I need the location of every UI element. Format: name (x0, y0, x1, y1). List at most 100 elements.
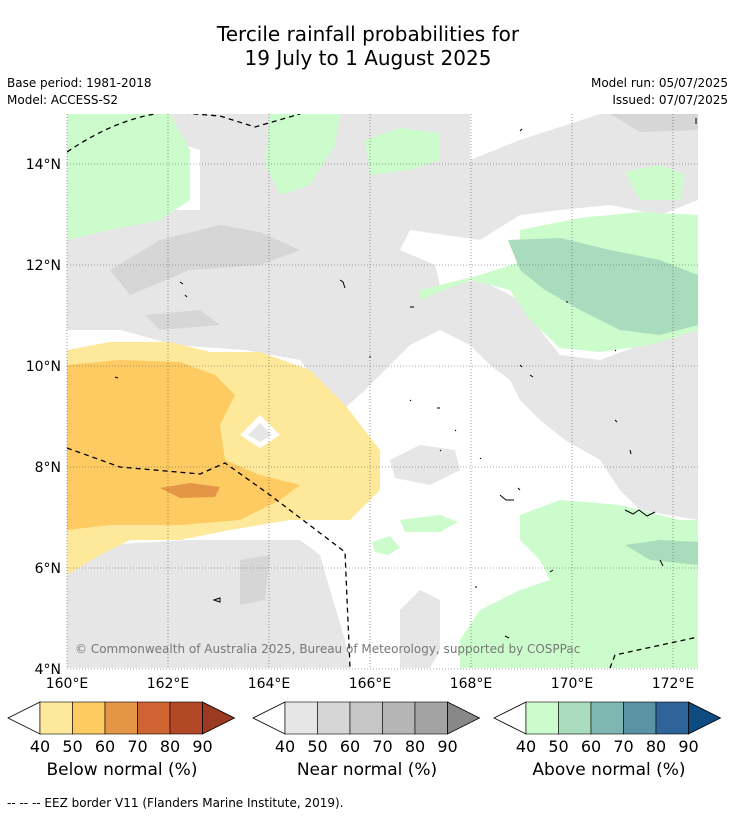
colorbar-segment (104, 701, 138, 735)
above-normal-region-n (265, 114, 340, 195)
gridlines (66, 114, 698, 670)
above-normal-region-n2 (365, 128, 440, 175)
lat-label: 10°N (26, 359, 61, 375)
model-name: Model: ACCESS-S2 (7, 93, 119, 107)
model-run: Model run: 05/07/2025 (590, 76, 728, 90)
colorbar-1: 40 50 60 70 80 90 (252, 701, 481, 756)
lat-label: 12°N (26, 258, 61, 274)
colorbar-extend-high (447, 701, 481, 735)
colorbar-extend-high (202, 701, 236, 735)
lat-label: 8°N (35, 460, 61, 476)
base-period: Base period: 1981-2018 (7, 76, 152, 90)
colorbar-extend-low (493, 701, 527, 735)
colorbar-tick: 60 (581, 737, 601, 756)
colorbar-segment (525, 701, 559, 735)
lon-label: 168°E (450, 676, 493, 692)
above-normal-small-2 (372, 536, 400, 555)
lon-label: 160°E (46, 676, 89, 692)
colorbar-tick: 70 (372, 737, 392, 756)
lon-label: 166°E (349, 676, 392, 692)
colorbar-segment (39, 701, 73, 735)
near-normal-region-south-2 (400, 590, 440, 668)
colorbar-tick: 90 (678, 737, 698, 756)
meta-right: Model run: 05/07/2025 Issued: 07/07/2025 (591, 75, 728, 109)
colorbar-segment (137, 701, 171, 735)
above-normal-small-1 (400, 515, 458, 532)
longitude-labels: 160°E 162°E 164°E 166°E 168°E 170°E 172°E (46, 676, 695, 692)
colorbar-tick: 40 (516, 737, 536, 756)
lon-label: 172°E (652, 676, 695, 692)
above-normal-50-region-se (625, 540, 698, 565)
lon-label: 170°E (551, 676, 594, 692)
colorbar-extend-low (7, 701, 41, 735)
probability-shading (67, 114, 698, 668)
issued-date: Issued: 07/07/2025 (612, 93, 728, 107)
colorbar-tick: 80 (646, 737, 666, 756)
eez-legend: -- -- -- EEZ border V11 (Flanders Marine… (7, 796, 344, 810)
near-normal-dark-patch-2 (145, 310, 220, 330)
colorbar-tick: 60 (95, 737, 115, 756)
above-normal-50-region (508, 238, 698, 335)
colorbar-0: 40 50 60 70 80 90 (7, 701, 236, 756)
colorbar-segment (590, 701, 624, 735)
colorbar-tick: 70 (613, 737, 633, 756)
colorbar-segment (414, 701, 448, 735)
lat-label: 14°N (26, 157, 61, 173)
colorbar-segment (284, 701, 318, 735)
colorbar-segment (623, 701, 657, 735)
eez-border-southeast (609, 636, 698, 668)
colorbar-tick: 90 (437, 737, 457, 756)
colorbar-segment (169, 701, 203, 735)
below-normal-50-region (67, 360, 300, 530)
near-normal-region-south (67, 540, 350, 668)
colorbar-2: 40 50 60 70 80 90 (493, 701, 722, 756)
colorbar-tick: 60 (340, 737, 360, 756)
map-title: Tercile rainfall probabilities for 19 Ju… (0, 22, 736, 70)
lon-label: 162°E (147, 676, 190, 692)
colorbar-extend-low (252, 701, 286, 735)
below-normal-60-region (160, 483, 220, 498)
colorbar-tick: 70 (127, 737, 147, 756)
title-line-1: Tercile rainfall probabilities for (216, 22, 520, 46)
colorbar-segment (72, 701, 106, 735)
colorbar-tick: 40 (275, 737, 295, 756)
colorbar-segment (655, 701, 689, 735)
below-normal-label: Below normal (%) (46, 760, 198, 780)
colorbar-tick: 90 (192, 737, 212, 756)
colorbar-segment (317, 701, 351, 735)
eez-border-west (67, 447, 351, 668)
near-normal-label: Near normal (%) (296, 760, 438, 780)
above-normal-region-nw (67, 114, 190, 240)
near-normal-dark-patch-3 (610, 114, 698, 132)
title-line-2: 19 July to 1 August 2025 (244, 46, 492, 70)
lon-label: 164°E (248, 676, 291, 692)
colorbar-tick: 50 (307, 737, 327, 756)
near-normal-region-east-small (390, 445, 460, 485)
colorbar-tick: 80 (160, 737, 180, 756)
above-normal-label: Above normal (%) (532, 760, 686, 780)
latitude-labels: 14°N 12°N 10°N 8°N 6°N 4°N (26, 157, 61, 678)
islands (114, 118, 697, 639)
meta-left: Base period: 1981-2018 Model: ACCESS-S2 (7, 75, 152, 109)
colorbar-segment (382, 701, 416, 735)
near-normal-region-north (67, 114, 698, 520)
colorbar-extend-high (688, 701, 722, 735)
lat-label: 4°N (35, 662, 61, 678)
colorbar-tick: 50 (548, 737, 568, 756)
near-normal-dark-patch-4 (240, 555, 270, 605)
above-normal-region-ne-2 (625, 165, 685, 200)
above-normal-region-se (460, 500, 698, 668)
colorbar-tick: 80 (405, 737, 425, 756)
near-normal-region-mid (505, 150, 580, 200)
colorbar-segment (349, 701, 383, 735)
colorbar-tick: 50 (62, 737, 82, 756)
near-normal-dark-patch-1 (110, 225, 300, 295)
colorbar-segment (558, 701, 592, 735)
eez-borders (67, 114, 698, 668)
lat-label: 6°N (35, 561, 61, 577)
copyright-notice: © Commonwealth of Australia 2025, Bureau… (75, 642, 580, 656)
eez-border-north (67, 114, 301, 153)
colorbar-tick: 40 (30, 737, 50, 756)
colorbars: 40 50 60 70 80 90 40 50 60 70 80 90 40 50 60 70 80 90 (7, 701, 722, 756)
